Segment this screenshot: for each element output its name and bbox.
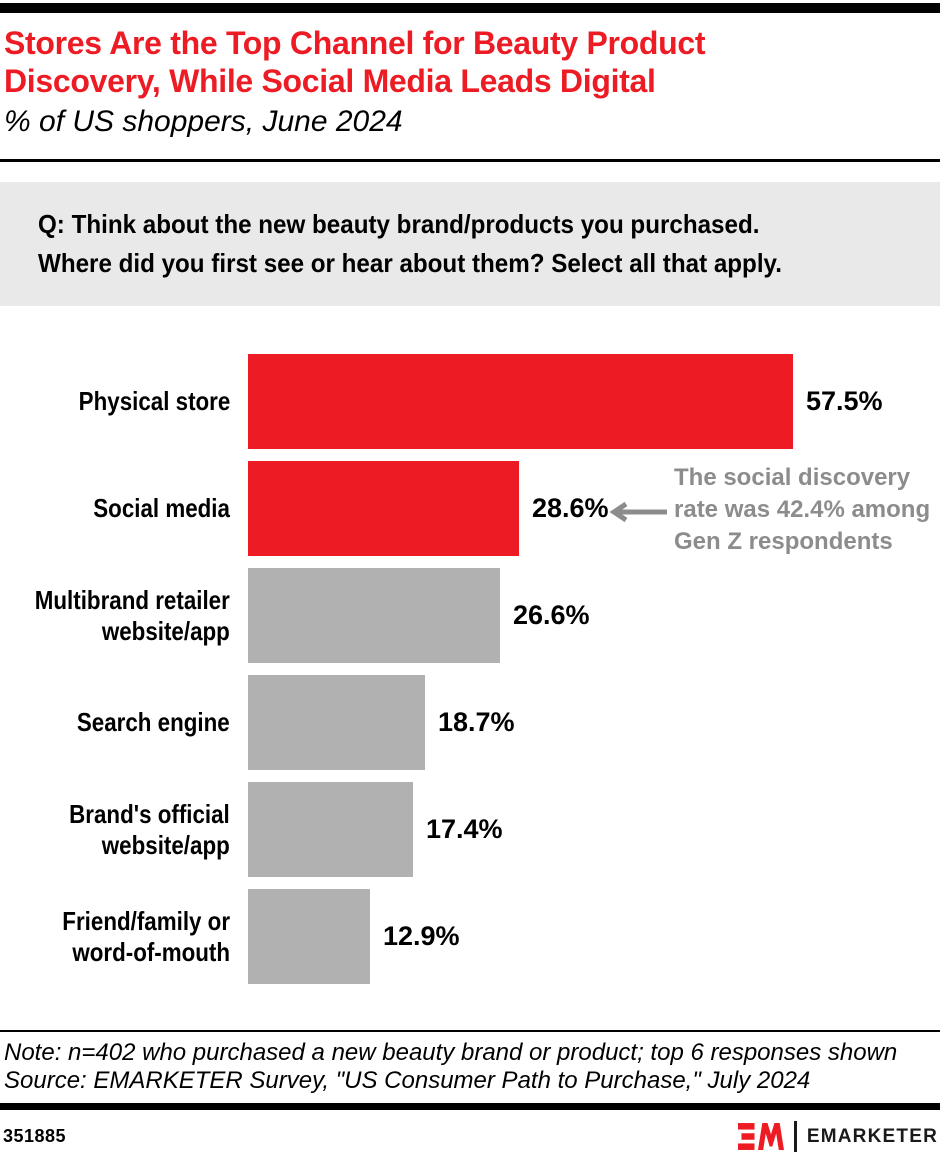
chart-annotation: The social discovery rate was 42.4% amon… (674, 464, 931, 555)
value-label: 57.5% (806, 386, 883, 416)
notes-section: Note: n=402 who purchased a new beauty b… (0, 1030, 940, 1103)
category-label: Social media (93, 493, 230, 523)
arrow-left-icon (610, 501, 667, 523)
footer: 351885 EMARKETER (0, 1110, 940, 1152)
header-divider (0, 159, 940, 162)
chart-row: Physical store 57.5% (0, 354, 940, 449)
chart-row: Multibrand retailer website/app 26.6% (0, 568, 940, 663)
page-root: { "header": { "title": "Stores Are the T… (0, 3, 940, 1153)
footer-black-bar (0, 1103, 940, 1110)
category-label: Brand's official website/app (69, 798, 230, 860)
brand-name: EMARKETER (806, 1125, 938, 1147)
top-black-bar (0, 3, 940, 13)
logo-separator (793, 1121, 797, 1152)
bar (248, 354, 793, 449)
value-label: 28.6% (532, 493, 609, 523)
bar (248, 782, 413, 877)
chart-rows: Physical store 57.5% Social media 28.6% … (0, 354, 940, 984)
survey-question-text: Q: Think about the new beauty brand/prod… (38, 209, 782, 278)
survey-question-box: Q: Think about the new beauty brand/prod… (0, 182, 940, 306)
bar (248, 675, 425, 770)
header: Stores Are the Top Channel for Beauty Pr… (0, 24, 940, 139)
category-label: Friend/family or word-of-mouth (62, 905, 231, 967)
category-label: Physical store (78, 386, 230, 416)
chart-row: Search engine 18.7% (0, 675, 940, 770)
note-text: Note: n=402 who purchased a new beauty b… (4, 1039, 898, 1066)
bar (248, 889, 370, 984)
bar (248, 568, 500, 663)
brand-logo: EMARKETER (737, 1121, 938, 1152)
chart-row: Friend/family or word-of-mouth 12.9% (0, 889, 940, 984)
bar-chart: Physical store 57.5% Social media 28.6% … (0, 306, 940, 984)
value-label: 17.4% (426, 814, 503, 844)
chart-row: Social media 28.6% (0, 461, 940, 556)
category-label: Search engine (77, 707, 230, 737)
value-label: 12.9% (383, 921, 460, 951)
category-label: Multibrand retailer website/app (34, 584, 230, 646)
source-text: Source: EMARKETER Survey, "US Consumer P… (4, 1067, 811, 1094)
bar (248, 461, 519, 556)
page-title: Stores Are the Top Channel for Beauty Pr… (4, 25, 706, 99)
chart-row: Brand's official website/app 17.4% (0, 782, 940, 877)
page-subtitle: % of US shoppers, June 2024 (4, 105, 403, 138)
chart-id: 351885 (3, 1126, 67, 1146)
value-label: 18.7% (438, 707, 515, 737)
value-label: 26.6% (513, 600, 590, 630)
em-monogram-icon (737, 1123, 784, 1150)
